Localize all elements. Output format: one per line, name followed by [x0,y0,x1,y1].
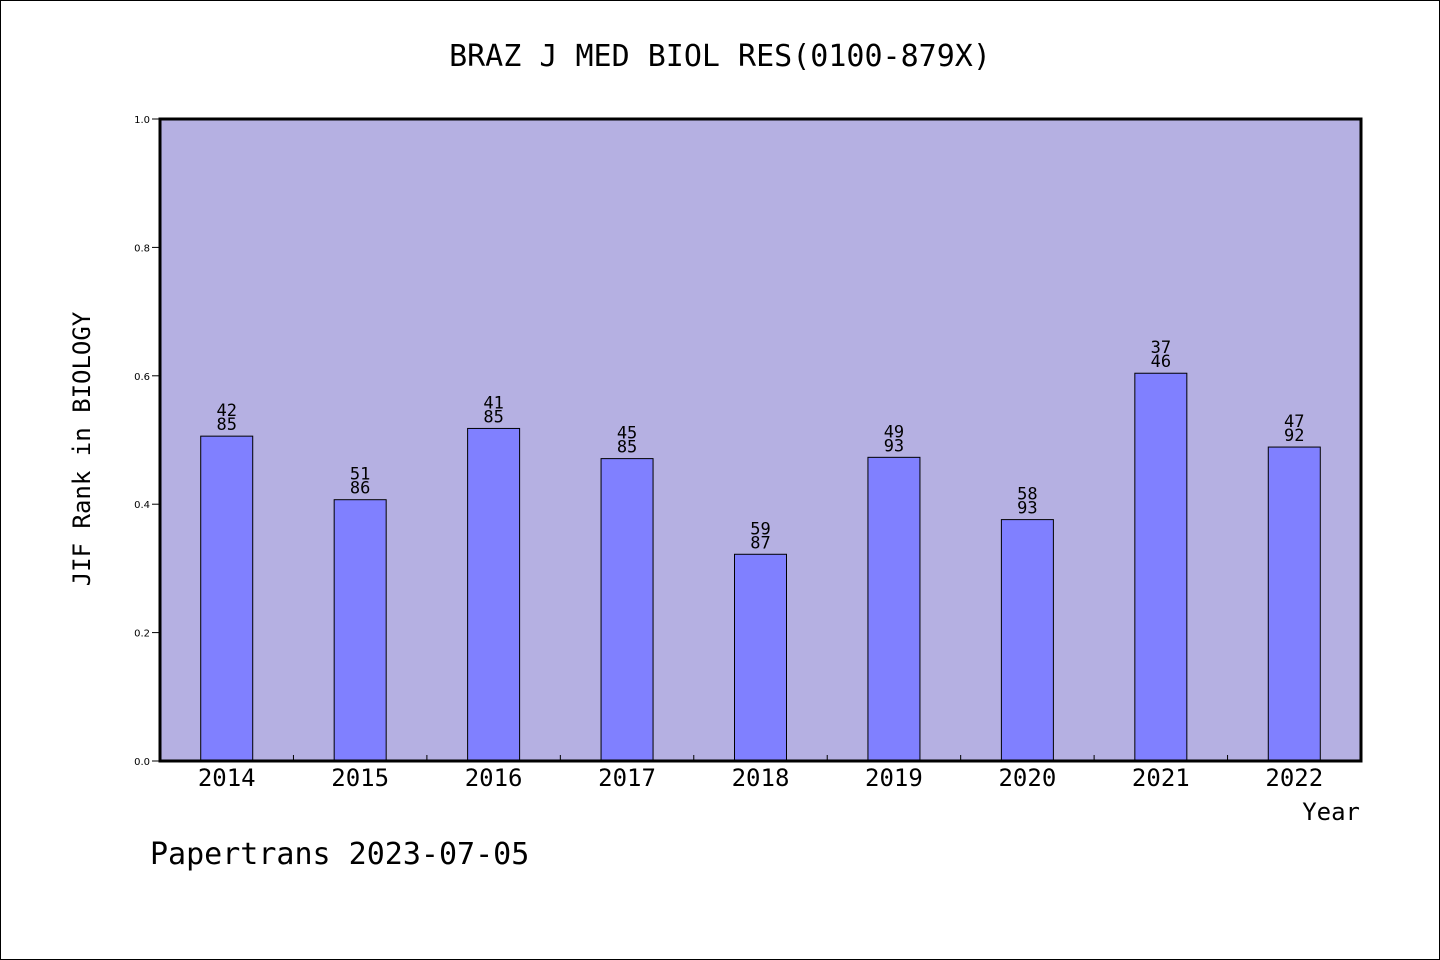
bar-label-total: 85 [617,438,637,458]
x-tick-label: 2019 [865,764,923,792]
y-axis-label: JIF Rank in BIOLOGY [68,311,96,586]
bar-label-total: 92 [1284,426,1304,446]
bar-2019 [867,456,921,762]
x-tick-label: 2014 [198,764,256,792]
plot-area: 0.00.20.40.60.81.04285201451862015418520… [134,115,1363,792]
bar-label-rank: 59 [750,519,770,539]
bar-label-rank: 49 [884,422,904,442]
x-tick-label: 2022 [1265,764,1323,792]
plot-border [158,117,1363,763]
bar-label-rank: 41 [483,393,503,413]
x-axis-label: Year [1302,798,1360,826]
bar-2015 [333,499,387,762]
bar-label-total: 85 [483,407,503,427]
bar-label-rank: 42 [216,401,236,421]
x-tick-label: 2017 [598,764,656,792]
bar-2020 [1000,519,1054,762]
bar-label-total: 85 [216,415,236,435]
bar-2021 [1134,372,1188,762]
bar-2018 [734,553,787,762]
y-tick-label: 0.4 [134,500,150,511]
bar-label-total: 93 [1017,499,1037,519]
y-tick-label: 0.2 [134,629,150,640]
bar-2022 [1267,446,1321,762]
bar-label-rank: 37 [1151,338,1171,358]
bar-2014 [200,435,254,762]
bar-label-rank: 58 [1017,485,1037,505]
x-tick-label: 2021 [1132,764,1190,792]
footer-text: Papertrans 2023-07-05 [150,837,529,872]
bar-label-total: 86 [350,479,370,499]
y-tick-label: 0.6 [134,372,150,383]
x-tick-label: 2020 [998,764,1056,792]
y-tick-label: 0.0 [134,757,150,768]
bar-label-total: 93 [884,436,904,456]
bar-label-rank: 51 [350,465,370,485]
bar-label-rank: 45 [617,424,637,444]
x-tick-label: 2015 [331,764,389,792]
x-tick-label: 2018 [732,764,790,792]
y-tick-label: 1.0 [134,115,150,126]
y-tick-label: 0.8 [134,243,150,254]
bar-2016 [467,427,521,762]
bar-label-total: 46 [1151,352,1171,372]
bar-label-rank: 47 [1284,412,1304,432]
bar-label-total: 87 [750,533,770,553]
bar-2017 [600,458,654,762]
x-tick-label: 2016 [465,764,523,792]
chart-title: BRAZ J MED BIOL RES(0100-879X) [449,39,991,74]
